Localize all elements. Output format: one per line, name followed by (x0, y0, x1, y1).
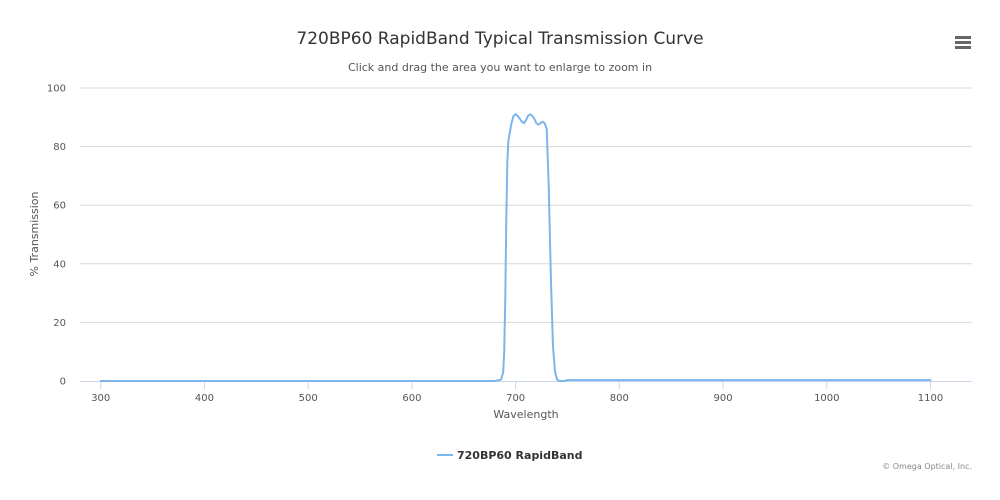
y-tick-label: 0 (60, 377, 66, 388)
x-axis: 300 400 500 600 700 800 900 1000 1100 (80, 381, 972, 404)
y-tick-label: 40 (53, 259, 66, 270)
x-tick-label: 1000 (814, 393, 839, 404)
y-tick-label: 100 (47, 84, 66, 95)
chart-subtitle: Click and drag the area you want to enla… (347, 61, 653, 74)
legend[interactable]: 720BP60 RapidBand (437, 449, 582, 462)
x-tick-label: 900 (714, 393, 733, 404)
hamburger-menu-icon[interactable] (950, 32, 976, 54)
x-tick-label: 600 (402, 393, 421, 404)
y-axis: 0 20 40 60 80 100 (47, 84, 66, 388)
y-tick-label: 20 (53, 318, 66, 329)
x-axis-title: Wavelength (493, 408, 558, 421)
legend-label[interactable]: 720BP60 RapidBand (457, 449, 582, 462)
x-tick-label: 700 (506, 393, 525, 404)
menu-line (955, 36, 971, 39)
x-tick-label: 300 (91, 393, 110, 404)
x-tick-label: 400 (195, 393, 214, 404)
x-tick-label: 500 (299, 393, 318, 404)
y-tick-label: 60 (53, 201, 66, 212)
series-line[interactable] (99, 113, 932, 382)
x-tick-label: 1100 (918, 393, 943, 404)
y-axis-title: % Transmission (28, 191, 41, 276)
grid-lines (80, 87, 972, 323)
y-tick-label: 80 (53, 142, 66, 153)
credit-link[interactable]: © Omega Optical, Inc. (882, 462, 972, 471)
menu-line (955, 46, 971, 49)
x-tick-label: 800 (610, 393, 629, 404)
chart-title: 720BP60 RapidBand Typical Transmission C… (296, 29, 704, 49)
menu-line (955, 41, 971, 44)
plot-area[interactable] (99, 113, 932, 382)
